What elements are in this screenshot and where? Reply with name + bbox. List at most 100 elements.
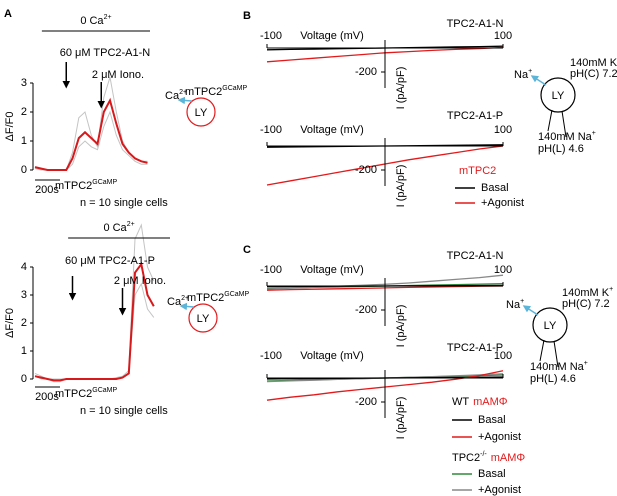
x-axis-label: Voltage (mV): [300, 264, 364, 276]
cyto-label-text: 140mM K: [562, 287, 610, 299]
sensor-label: mTPC2GCaMP: [185, 85, 248, 98]
indicator-sup: GCaMP: [92, 387, 117, 394]
scale-bar-label: 200s: [35, 391, 59, 403]
organelle-label: LY: [197, 313, 210, 325]
ion-label-text: Ca: [167, 296, 182, 308]
y-tick-label: 0: [21, 373, 27, 385]
indicator-text: mTPC2: [55, 180, 92, 192]
y-tick-label: -200: [355, 396, 377, 408]
x-tick-label: -100: [260, 350, 282, 362]
legend-label: +Agonist: [478, 484, 521, 496]
y-tick-label: 0: [21, 164, 27, 176]
lumen-label-sup: +: [592, 130, 596, 137]
y-axis-label: ΔF/F0: [4, 308, 16, 338]
lumen-label-text: 140mM Na: [538, 131, 593, 143]
legend-title-sup: -/-: [480, 451, 487, 458]
n-label: n = 10 single cells: [80, 197, 168, 209]
ion-label-text: Ca: [165, 90, 180, 102]
ion-label-text: Na: [514, 69, 529, 81]
indicator-sup: GCaMP: [92, 179, 117, 186]
lysosome: [540, 77, 576, 113]
annotation: 60 μM TPC2-A1-N: [60, 47, 151, 59]
sensor-label-sup: GCaMP: [224, 291, 249, 298]
y-tick-label: 3: [21, 77, 27, 89]
ion-label-sup: 2+: [179, 89, 187, 96]
condition-label-sup: 2+: [127, 221, 135, 228]
legend-title-name: mAMΦ: [473, 396, 508, 408]
indicator: mTPC2GCaMP: [55, 179, 118, 192]
plot-title: TPC2-A1-N: [447, 18, 504, 30]
n-label: n = 10 single cells: [80, 405, 168, 417]
panel-label: C: [243, 244, 251, 256]
legend-title: TPC2-/- mAMΦ: [452, 451, 525, 464]
legend-label: +Agonist: [481, 197, 524, 209]
x-axis-label: Voltage (mV): [300, 350, 364, 362]
ion-label: Na+: [514, 68, 532, 81]
pointer: [547, 109, 553, 132]
x-tick-label: 100: [494, 124, 512, 136]
legend-title-name: mAMΦ: [491, 452, 526, 464]
x-tick-label: -100: [260, 264, 282, 276]
plot-title: TPC2-A1-P: [447, 110, 503, 122]
pointer: [539, 339, 545, 362]
cyto-ph: pH(C) 7.2: [562, 298, 610, 310]
lysosome: [186, 97, 216, 127]
lumen-label-sup: +: [584, 360, 588, 367]
ion-label-sup: 2+: [181, 295, 189, 302]
lumen-ph: pH(L) 4.6: [530, 373, 576, 385]
ion-label-sup: +: [528, 68, 532, 75]
y-tick-label: -200: [355, 304, 377, 316]
cyto-ph: pH(C) 7.2: [570, 68, 617, 80]
sensor-label-sup: GCaMP: [222, 85, 247, 92]
lumen-label: 140mM Na+: [538, 130, 596, 143]
x-tick-label: 100: [494, 30, 512, 42]
x-tick-label: -100: [260, 30, 282, 42]
x-tick-label: 100: [494, 350, 512, 362]
plot-title: TPC2-A1-N: [447, 250, 504, 262]
lysosome: [188, 303, 218, 333]
organelle-label: LY: [552, 90, 565, 102]
y-axis-label: I (pA/pF): [395, 305, 407, 348]
ion-arrow: [177, 96, 193, 105]
y-tick-label: 1: [21, 345, 27, 357]
x-tick-label: 100: [494, 264, 512, 276]
y-tick-label: 1: [21, 135, 27, 147]
plot-title: TPC2-A1-P: [447, 342, 503, 354]
lumen-label: 140mM Na+: [530, 360, 588, 373]
ion-label: Ca2+: [165, 89, 187, 102]
legend-title-prefix: WT: [452, 396, 469, 408]
cyto-label-text: 140mM K: [570, 57, 617, 69]
trace: [34, 261, 155, 382]
cyto-label-sup: +: [609, 286, 613, 293]
y-tick-label: -200: [355, 164, 377, 176]
sensor-label: mTPC2GCaMP: [187, 291, 250, 304]
organelle-label: LY: [195, 107, 208, 119]
legend-label: +Agonist: [478, 431, 521, 443]
condition-label-sup: 2+: [104, 14, 112, 21]
indicator: mTPC2GCaMP: [55, 387, 118, 400]
y-tick-label: 2: [21, 317, 27, 329]
ion-arrow: [522, 305, 539, 316]
indicator-text: mTPC2: [55, 388, 92, 400]
y-axis-label: I (pA/pF): [395, 165, 407, 208]
trace: [34, 282, 155, 383]
condition-label-text: 0 Ca: [103, 222, 127, 234]
legend-title-prefix: TPC2: [452, 452, 480, 464]
ion-label: Ca2+: [167, 295, 189, 308]
y-tick-label: 4: [21, 261, 27, 273]
legend-title: WT mAMΦ: [452, 396, 508, 408]
condition-label: 0 Ca2+: [103, 221, 134, 234]
annotation: 60 μM TPC2-A1-P: [65, 255, 155, 267]
x-tick-label: -100: [260, 124, 282, 136]
lumen-label-text: 140mM Na: [530, 361, 585, 373]
ion-arrow: [530, 75, 547, 86]
trace: [34, 77, 148, 171]
scale-bar-label: 200s: [35, 184, 59, 196]
y-axis-label: I (pA/pF): [395, 67, 407, 110]
condition-label: 0 Ca2+: [80, 14, 111, 27]
panel-label: B: [243, 10, 251, 22]
y-tick-label: -200: [355, 66, 377, 78]
pointer: [553, 340, 559, 368]
organelle-label: LY: [544, 320, 557, 332]
